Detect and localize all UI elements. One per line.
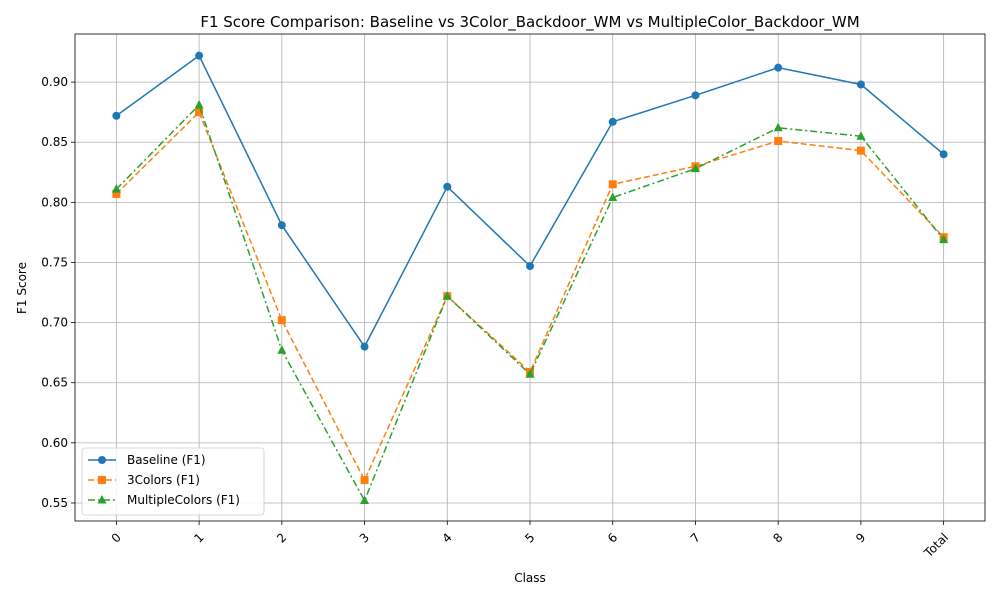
data-point xyxy=(360,495,370,505)
data-point xyxy=(360,342,369,351)
legend-label: 3Colors (F1) xyxy=(127,473,200,487)
legend-label: Baseline (F1) xyxy=(127,453,206,467)
y-tick-label: 0.55 xyxy=(41,496,68,510)
data-point xyxy=(856,131,866,140)
y-tick-label: 0.90 xyxy=(41,75,68,89)
data-point xyxy=(526,262,534,271)
series-1 xyxy=(112,51,948,351)
y-tick-label: 0.70 xyxy=(41,316,68,330)
data-point xyxy=(690,163,700,173)
legend-marker xyxy=(98,456,106,464)
data-point xyxy=(856,80,865,89)
series-line xyxy=(115,103,945,503)
legend-box xyxy=(81,447,265,516)
data-point xyxy=(442,291,452,300)
series-3 xyxy=(111,99,949,505)
legend: Baseline (F1) 3Colors (F1) MultipleColors … xyxy=(81,447,265,516)
data-point xyxy=(195,51,204,60)
data-point xyxy=(112,189,121,198)
y-tick-label: 0.80 xyxy=(41,195,68,209)
legend-marker xyxy=(97,495,107,504)
data-point xyxy=(525,369,535,378)
y-tick-label: 0.75 xyxy=(41,255,68,269)
data-point xyxy=(691,91,700,100)
data-point xyxy=(111,184,121,193)
series-lines xyxy=(111,51,949,505)
data-point xyxy=(277,345,287,354)
data-point xyxy=(773,122,783,132)
legend-marker xyxy=(98,476,106,484)
data-point xyxy=(112,111,121,120)
data-point xyxy=(939,150,948,159)
data-point xyxy=(774,137,783,146)
data-point xyxy=(608,180,617,189)
series-line xyxy=(115,110,945,482)
data-point xyxy=(856,146,865,155)
grid xyxy=(75,34,985,521)
data-point xyxy=(939,234,949,244)
legend-label: MultipleColors (F1) xyxy=(127,493,240,507)
chart-title: F1 Score Comparison: Baseline vs 3Color_… xyxy=(200,13,859,32)
y-axis-title: F1 Score xyxy=(15,262,29,314)
data-point xyxy=(774,63,783,72)
data-point xyxy=(277,316,286,325)
data-point xyxy=(360,476,369,485)
data-point xyxy=(443,182,452,191)
data-point xyxy=(195,108,204,117)
y-tick-label: 0.60 xyxy=(41,436,68,450)
data-point xyxy=(608,117,617,126)
data-point xyxy=(194,99,204,109)
y-tick-label: 0.65 xyxy=(41,376,68,390)
data-point xyxy=(608,192,618,202)
x-axis-title: Class xyxy=(514,571,546,585)
y-tick-label: 0.85 xyxy=(41,135,68,149)
data-point xyxy=(277,221,286,230)
